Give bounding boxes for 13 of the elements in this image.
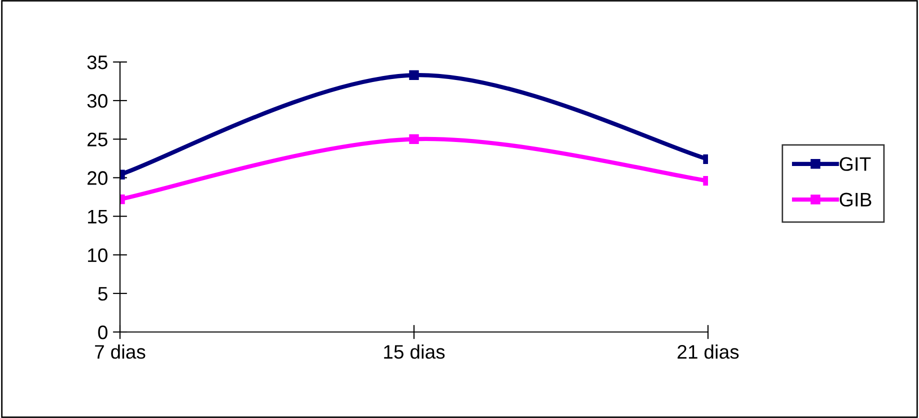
x-tick-label: 7 dias <box>95 344 146 359</box>
y-tick-label: 5 <box>98 287 108 301</box>
legend-label: GIT <box>840 157 871 171</box>
y-tick-label: 20 <box>88 171 108 185</box>
y-tick-label: 30 <box>87 94 108 108</box>
x-tick-label: 15 dias <box>384 344 445 359</box>
y-tick-label: 15 <box>88 210 108 224</box>
y-tick-label: 25 <box>88 132 108 146</box>
y-tick-label: 35 <box>87 55 108 70</box>
legend-label: GIB <box>840 192 872 207</box>
y-tick-label: 0 <box>98 325 108 340</box>
x-tick-label: 21 dias <box>678 344 739 359</box>
y-tick-label: 10 <box>88 248 108 262</box>
